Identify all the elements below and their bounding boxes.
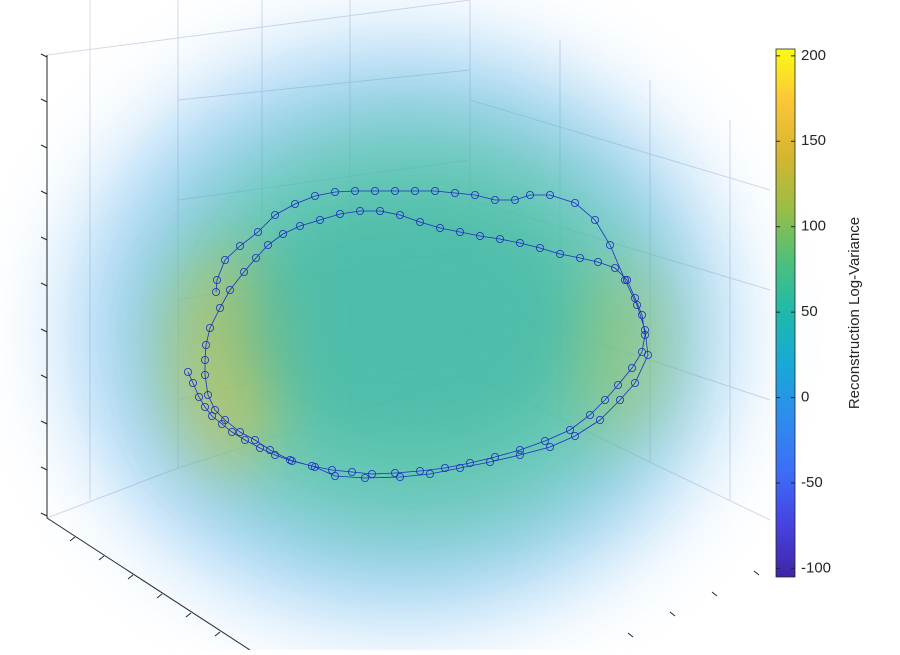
colorbar-tick-label: -100 (801, 559, 831, 576)
colorbar-tick-label: 100 (801, 218, 826, 235)
colorbar-tick-label: 0 (801, 389, 809, 406)
colorbar-tick-label: 150 (801, 132, 826, 149)
colorbar-label: Reconstruction Log-Variance (846, 217, 863, 409)
axis-edges (40, 53, 760, 651)
volume (70, 40, 730, 620)
colorbar-tick-label: -50 (801, 474, 823, 491)
trajectory (184, 187, 652, 482)
colorbar-tick-label: 200 (801, 47, 826, 64)
colorbar (775, 48, 796, 578)
colorbar-tick-label: 50 (801, 303, 818, 320)
